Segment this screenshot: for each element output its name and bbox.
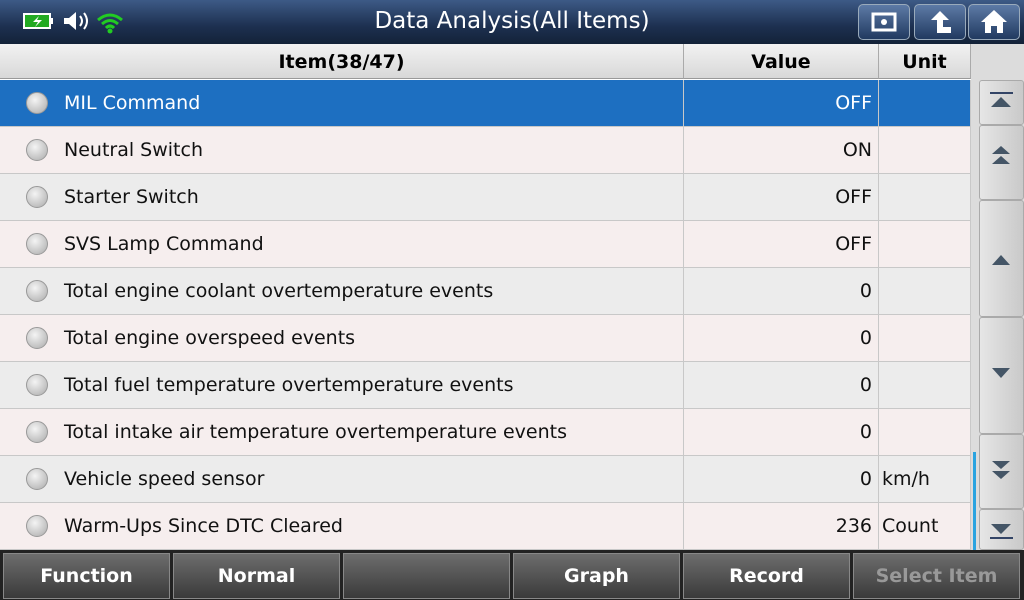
unit-cell: km/h — [879, 456, 971, 502]
value-cell: OFF — [684, 221, 879, 267]
row-indicator — [26, 139, 48, 161]
table-row[interactable]: MIL Command OFF — [0, 80, 971, 127]
table-row[interactable]: Total engine coolant overtemperature eve… — [0, 268, 971, 315]
footer: Function Normal Graph Record Select Item — [0, 550, 1024, 600]
item-cell: Total intake air temperature overtempera… — [0, 409, 684, 455]
value-cell: 0 — [684, 268, 879, 314]
column-header: Item(38/47) — [0, 44, 684, 79]
value-cell: 0 — [684, 409, 879, 455]
back-button[interactable] — [914, 4, 966, 40]
item-cell: Vehicle speed sensor — [0, 456, 684, 502]
item-name: Starter Switch — [64, 186, 199, 208]
item-name: SVS Lamp Command — [64, 233, 264, 255]
home-button[interactable] — [968, 4, 1020, 40]
unit-cell — [879, 362, 971, 408]
row-indicator — [26, 421, 48, 443]
empty-button — [343, 553, 510, 599]
footer-button[interactable]: Graph — [513, 553, 680, 599]
scroll-bottom[interactable] — [979, 509, 1024, 550]
footer-button[interactable]: Normal — [173, 553, 340, 599]
page-down[interactable] — [979, 434, 1024, 509]
item-name: Neutral Switch — [64, 139, 203, 161]
item-name: Total fuel temperature overtemperature e… — [64, 374, 514, 396]
item-cell: Total engine coolant overtemperature eve… — [0, 268, 684, 314]
page-up[interactable] — [979, 125, 1024, 200]
row-indicator — [26, 92, 48, 114]
row-indicator — [26, 280, 48, 302]
unit-cell — [879, 127, 971, 173]
footer-button: Select Item — [853, 553, 1020, 599]
unit-cell — [879, 80, 971, 126]
item-name: Total intake air temperature overtempera… — [64, 421, 567, 443]
item-cell: MIL Command — [0, 80, 684, 126]
unit-cell — [879, 315, 971, 361]
item-name: Warm-Ups Since DTC Cleared — [64, 515, 343, 537]
row-indicator — [26, 468, 48, 490]
scroll-top[interactable] — [979, 80, 1024, 125]
value-cell: 0 — [684, 362, 879, 408]
unit-cell — [879, 221, 971, 267]
table-row[interactable]: Total fuel temperature overtemperature e… — [0, 362, 971, 409]
item-cell: Total fuel temperature overtemperature e… — [0, 362, 684, 408]
value-cell: 0 — [684, 456, 879, 502]
table-row[interactable]: Warm-Ups Since DTC Cleared 236 Count — [0, 503, 971, 550]
value-cell: OFF — [684, 80, 879, 126]
table-row[interactable]: Total engine overspeed events 0 — [0, 315, 971, 362]
footer-button[interactable]: Record — [683, 553, 850, 599]
item-cell: Starter Switch — [0, 174, 684, 220]
scrollbar — [971, 44, 1024, 550]
row-indicator — [26, 515, 48, 537]
row-indicator — [26, 186, 48, 208]
line-up[interactable] — [979, 200, 1024, 317]
table-row[interactable]: Vehicle speed sensor 0 km/h — [0, 456, 971, 503]
table-row[interactable]: Total intake air temperature overtempera… — [0, 409, 971, 456]
line-down[interactable] — [979, 317, 1024, 434]
unit-cell: Count — [879, 503, 971, 549]
row-indicator — [26, 374, 48, 396]
unit-cell — [879, 268, 971, 314]
status-icons — [23, 12, 123, 34]
top-bar: Data Analysis(All Items) — [0, 0, 1024, 44]
item-cell: SVS Lamp Command — [0, 221, 684, 267]
column-header: Unit — [879, 44, 971, 79]
unit-cell — [879, 409, 971, 455]
footer-button[interactable]: Function — [3, 553, 170, 599]
table-row[interactable]: Neutral Switch ON — [0, 127, 971, 174]
row-indicator — [26, 327, 48, 349]
table-row[interactable]: Starter Switch OFF — [0, 174, 971, 221]
title: Data Analysis(All Items) — [374, 8, 650, 34]
value-cell: 0 — [684, 315, 879, 361]
unit-cell — [879, 174, 971, 220]
table-row[interactable]: SVS Lamp Command OFF — [0, 221, 971, 268]
row-indicator — [26, 233, 48, 255]
item-name: Vehicle speed sensor — [64, 468, 265, 490]
screenshot-button[interactable] — [858, 4, 910, 40]
item-cell: Neutral Switch — [0, 127, 684, 173]
item-cell: Total engine overspeed events — [0, 315, 684, 361]
item-cell: Warm-Ups Since DTC Cleared — [0, 503, 684, 549]
item-name: Total engine overspeed events — [64, 327, 356, 349]
value-cell: ON — [684, 127, 879, 173]
value-cell: OFF — [684, 174, 879, 220]
item-name: MIL Command — [64, 92, 201, 114]
item-name: Total engine coolant overtemperature eve… — [64, 280, 494, 302]
value-cell: 236 — [684, 503, 879, 549]
column-header: Value — [684, 44, 879, 79]
